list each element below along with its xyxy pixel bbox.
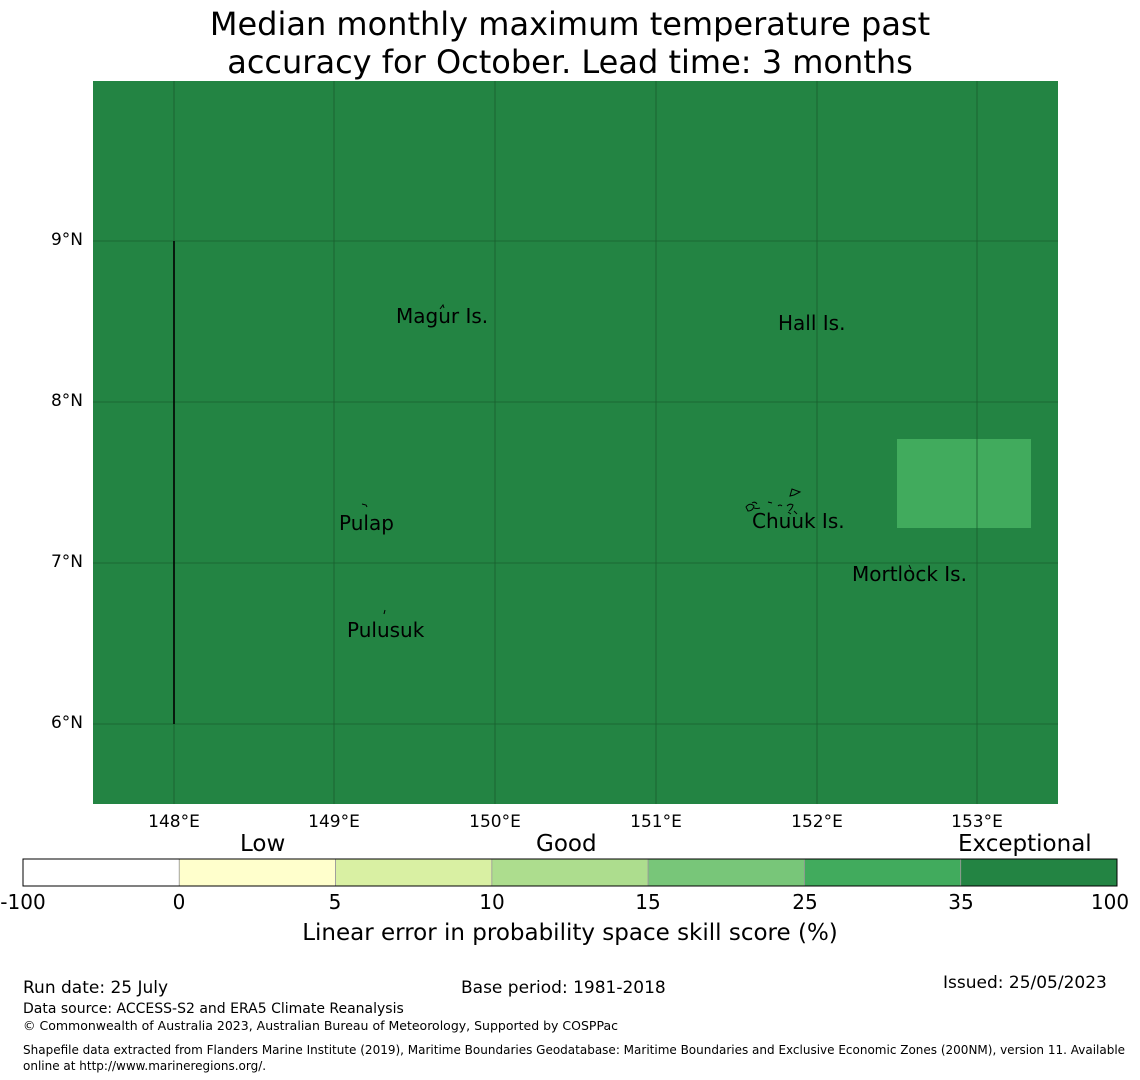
- run-date: Run date: 25 July: [23, 978, 169, 998]
- chart-title: Median monthly maximum temperature past …: [0, 5, 1140, 81]
- colorbar-segment: [647, 858, 805, 887]
- lon-label-149e: 149°E: [308, 812, 360, 832]
- colorbar-segment: [22, 858, 180, 887]
- base-period: Base period: 1981-2018: [461, 978, 666, 998]
- island-chuuk: [745, 488, 802, 515]
- shapefile-credit: Shapefile data extracted from Flanders M…: [23, 1042, 1135, 1074]
- colorbar-segment: [335, 858, 493, 887]
- place-label-pulusuk: Pulusuk: [347, 618, 425, 642]
- colorbar-segment: [960, 858, 1118, 887]
- place-label-pulap: Pulap: [339, 511, 394, 535]
- lat-label-7n: 7°N: [50, 552, 83, 572]
- colorbar-segment: [491, 858, 649, 887]
- island-mortlock: [908, 564, 912, 570]
- island-pulusuk: [383, 609, 386, 615]
- tier-label-exceptional: Exceptional: [958, 831, 1092, 857]
- island-outlines: [361, 303, 912, 615]
- place-label-hall: Hall Is.: [778, 311, 846, 335]
- skill-highlight-cell: [897, 439, 1031, 528]
- lat-label-6n: 6°N: [50, 713, 83, 733]
- lon-label-148e: 148°E: [148, 812, 200, 832]
- colorbar-tick: -100: [0, 890, 46, 914]
- colorbar-tick: 15: [635, 890, 661, 914]
- colorbar-segment: [178, 858, 336, 887]
- colorbar-tick: 10: [479, 890, 505, 914]
- lon-label-152e: 152°E: [791, 812, 843, 832]
- colorbar-outline: [22, 858, 1118, 887]
- lon-label-150e: 150°E: [469, 812, 521, 832]
- place-label-magur: Magur Is.: [396, 304, 489, 328]
- copyright: © Commonwealth of Australia 2023, Austra…: [23, 1018, 618, 1033]
- tier-label-low: Low: [240, 831, 286, 857]
- colorbar-segment: [804, 858, 962, 887]
- colorbar-tick: 25: [792, 890, 818, 914]
- tier-label-good: Good: [536, 831, 597, 857]
- lon-label-151e: 151°E: [630, 812, 682, 832]
- island-magur: [439, 303, 445, 310]
- title-line-1: Median monthly maximum temperature past: [209, 5, 931, 43]
- place-label-chuuk: Chuuk Is.: [752, 509, 845, 533]
- colorbar-tick: 35: [948, 890, 974, 914]
- shapefile-credit-line-1: Shapefile data extracted from Flanders M…: [23, 1043, 1126, 1057]
- colorbar-tick: 100: [1090, 890, 1130, 914]
- lat-label-8n: 8°N: [50, 391, 83, 411]
- gridlines: [93, 81, 1058, 804]
- lon-label-153e: 153°E: [951, 812, 1003, 832]
- issued-date: Issued: 25/05/2023: [943, 973, 1107, 993]
- shapefile-credit-line-2: online at http://www.marineregions.org/.: [23, 1059, 267, 1073]
- colorbar: [22, 858, 1118, 887]
- colorbar-label: Linear error in probability space skill …: [302, 920, 838, 946]
- colorbar-tick: 5: [328, 890, 342, 914]
- place-label-mortlock: Mortlock Is.: [852, 562, 967, 586]
- data-source: Data source: ACCESS-S2 and ERA5 Climate …: [23, 1001, 404, 1017]
- island-pulap: [361, 503, 368, 508]
- colorbar-tick: 0: [172, 890, 186, 914]
- title-line-2: accuracy for October. Lead time: 3 month…: [227, 43, 913, 81]
- lat-label-9n: 9°N: [50, 230, 83, 250]
